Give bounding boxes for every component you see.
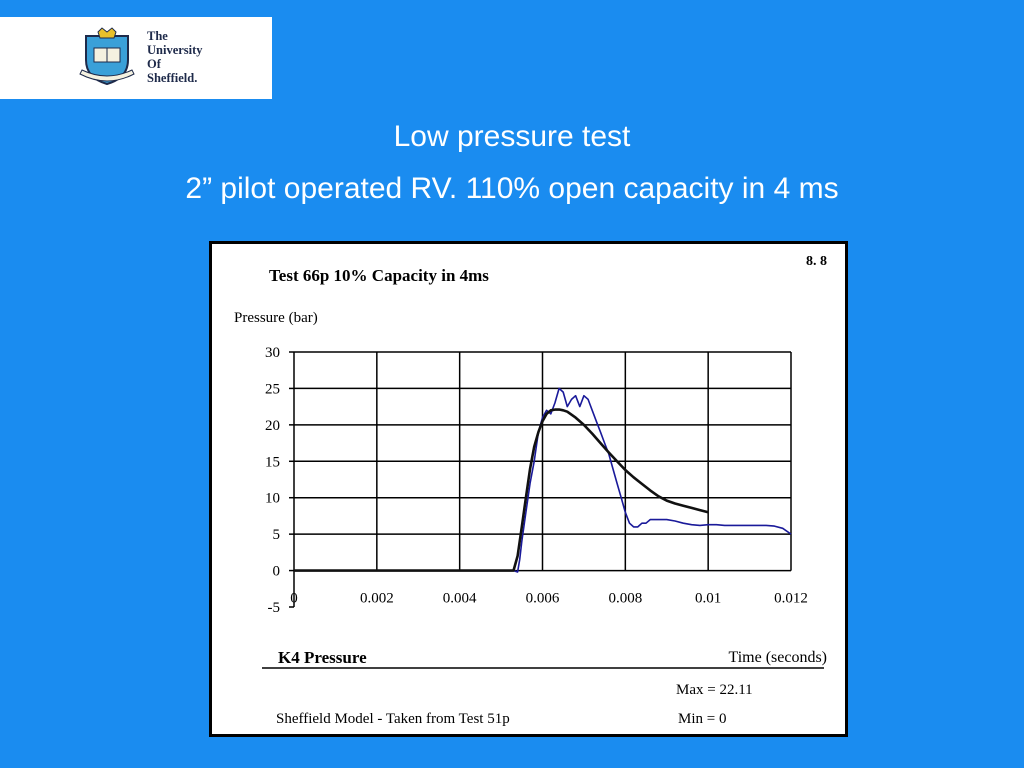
university-crest-icon <box>79 27 135 86</box>
y-tick-label: -5 <box>268 600 281 616</box>
logo-line: University <box>147 43 203 57</box>
page-label: 8. 8 <box>806 254 827 269</box>
model-note: Sheffield Model - Taken from Test 51p <box>276 711 510 727</box>
x-axis-label: Time (seconds) <box>728 649 827 666</box>
chart-panel: Test 66p 10% Capacity in 4ms 8. 8 Pressu… <box>209 241 848 737</box>
max-value-label: Max = 22.11 <box>676 682 753 698</box>
x-tick-label: 0.01 <box>695 591 721 607</box>
series-line-1 <box>294 408 709 572</box>
slide-subtitle: 2” pilot operated RV. 110% open capacity… <box>185 172 839 205</box>
pressure-chart: Test 66p 10% Capacity in 4ms 8. 8 Pressu… <box>234 254 827 727</box>
y-tick-label: 25 <box>265 381 280 397</box>
logo-line: The <box>147 29 168 43</box>
x-tick-label: 0.008 <box>608 591 642 607</box>
university-logo: The University Of Sheffield. <box>0 17 272 99</box>
chart-title: Test 66p 10% Capacity in 4ms <box>269 266 489 285</box>
min-value-label: Min = 0 <box>678 711 726 727</box>
x-tick-label: 0.012 <box>774 591 808 607</box>
y-tick-label: 10 <box>265 491 280 507</box>
university-name: The University Of Sheffield. <box>147 29 203 85</box>
slide-title: Low pressure test <box>393 120 631 153</box>
y-axis-label: Pressure (bar) <box>234 310 318 326</box>
y-tick-label: 15 <box>265 454 280 470</box>
x-tick-label: 0.004 <box>443 591 477 607</box>
logo-line: Of <box>147 57 161 71</box>
logo-line: Sheffield. <box>147 71 198 85</box>
x-tick-label: 0.006 <box>526 591 560 607</box>
chart-series <box>294 387 792 573</box>
x-axis-ticks: 0 0.002 0.004 0.006 0.008 0.01 0.012 <box>290 591 808 607</box>
chart-grid <box>293 351 792 607</box>
y-tick-label: 0 <box>273 564 281 580</box>
x-tick-label: 0 <box>290 591 298 607</box>
y-tick-label: 5 <box>273 527 281 543</box>
y-axis-ticks: 30 25 20 15 10 5 0 -5 <box>265 345 294 616</box>
x-tick-label: 0.002 <box>360 591 394 607</box>
y-tick-label: 20 <box>265 418 280 434</box>
y-tick-label: 30 <box>265 345 280 361</box>
legend-label: K4 Pressure <box>278 648 367 667</box>
